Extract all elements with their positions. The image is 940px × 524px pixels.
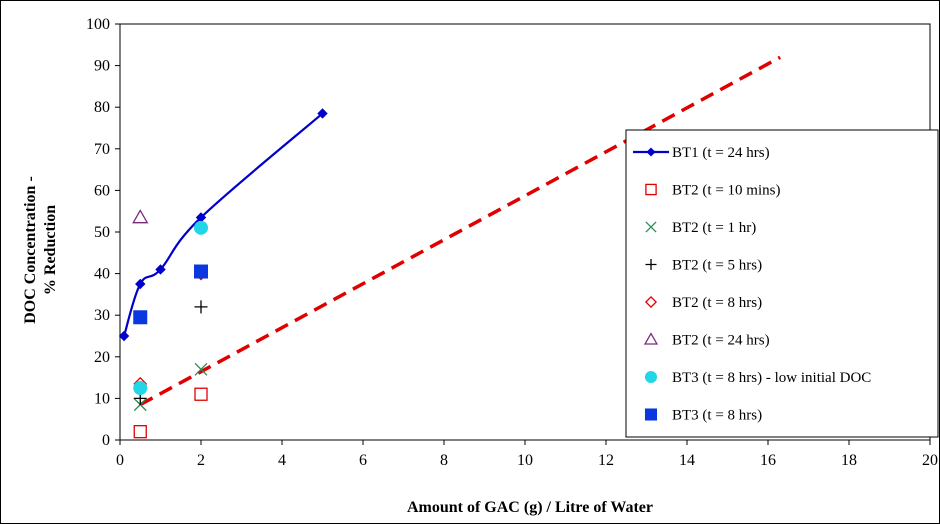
legend-entry: BT2 (t = 10 mins) (645, 183, 780, 199)
y-tick-label: 100 (86, 16, 110, 33)
series-8 (133, 264, 208, 325)
legend-label: BT2 (t = 10 mins) (672, 183, 780, 199)
data-point (118, 330, 130, 342)
data-point (645, 221, 657, 233)
x-tick-label: 10 (517, 452, 533, 469)
data-point (644, 295, 658, 309)
data-point (194, 387, 208, 401)
axis-titles: Amount of GAC (g) / Litre of Water DOC C… (22, 176, 653, 516)
x-tick-label: 6 (359, 452, 367, 469)
y-tick-label: 40 (94, 266, 110, 283)
data-point (194, 264, 208, 279)
data-point (135, 278, 146, 290)
data-point (133, 381, 148, 395)
legend-label: BT3 (t = 8 hrs) - low initial DOC (672, 370, 871, 386)
legend-label: BT2 (t = 5 hrs) (672, 258, 762, 274)
legend-label: BT2 (t = 8 hrs) (672, 295, 762, 311)
y-tick-label: 70 (94, 141, 110, 158)
y-tick-label: 20 (94, 349, 110, 366)
data-point (132, 209, 149, 224)
data-point (194, 220, 208, 235)
legend-label: BT2 (t = 1 hr) (672, 220, 756, 236)
y-tick-label: 10 (94, 390, 110, 407)
data-point (317, 108, 328, 119)
legend-label: BT2 (t = 24 hrs) (672, 333, 770, 349)
legend-entry: BT3 (t = 8 hrs) (644, 408, 762, 424)
data-point (155, 264, 166, 275)
x-tick-label: 4 (278, 452, 286, 469)
data-point (194, 362, 208, 376)
data-point (644, 408, 658, 421)
legend-entry: BT3 (t = 8 hrs) - low initial DOC (644, 370, 871, 386)
x-tick-label: 14 (679, 452, 695, 469)
data-point (644, 370, 658, 384)
data-point (645, 258, 657, 271)
y-axis-title-line-2: % Reduction (42, 205, 59, 295)
series-line (122, 112, 324, 337)
series-6 (132, 209, 149, 224)
y-tick-label: 90 (94, 58, 110, 75)
data-point (133, 425, 147, 439)
series-2 (133, 387, 208, 439)
legend-box (625, 129, 939, 438)
data-point (643, 332, 659, 345)
y-axis-title-line-1: DOC Concentration - (22, 176, 39, 324)
y-tick-label: 0 (102, 432, 110, 449)
legend: BT1 (t = 24 hrs) BT2 (t = 10 mins) BT2 (t … (625, 129, 939, 438)
x-tick-label: 20 (922, 452, 938, 469)
x-tick-label: 8 (440, 452, 448, 469)
x-tick-label: 16 (760, 452, 776, 469)
series-1 (118, 108, 328, 342)
x-tick-label: 18 (841, 452, 857, 469)
x-axis-title: Amount of GAC (g) / Litre of Water (407, 499, 653, 516)
trendline-dashed (139, 55, 781, 407)
legend-entry: BT2 (t = 1 hr) (645, 220, 756, 236)
y-tick-label: 60 (94, 182, 110, 199)
legend-entry: BT1 (t = 24 hrs) (633, 145, 770, 161)
data-point (645, 183, 657, 196)
series-7 (133, 220, 208, 395)
data-point (133, 310, 148, 325)
x-tick-label: 0 (116, 452, 124, 469)
data-point (194, 300, 208, 314)
legend-entry: BT2 (t = 5 hrs) (645, 258, 762, 274)
data-point (646, 147, 656, 157)
series-layer (118, 55, 781, 439)
y-tick-label: 80 (94, 99, 110, 116)
legend-label: BT3 (t = 8 hrs) (672, 408, 762, 424)
legend-entry: BT2 (t = 8 hrs) (644, 295, 762, 311)
y-tick-label: 50 (94, 224, 110, 241)
legend-label: BT1 (t = 24 hrs) (672, 145, 770, 161)
x-tick-label: 2 (197, 452, 205, 469)
y-tick-label: 30 (94, 307, 110, 324)
legend-entry: BT2 (t = 24 hrs) (643, 332, 770, 349)
x-tick-label: 12 (598, 452, 614, 469)
